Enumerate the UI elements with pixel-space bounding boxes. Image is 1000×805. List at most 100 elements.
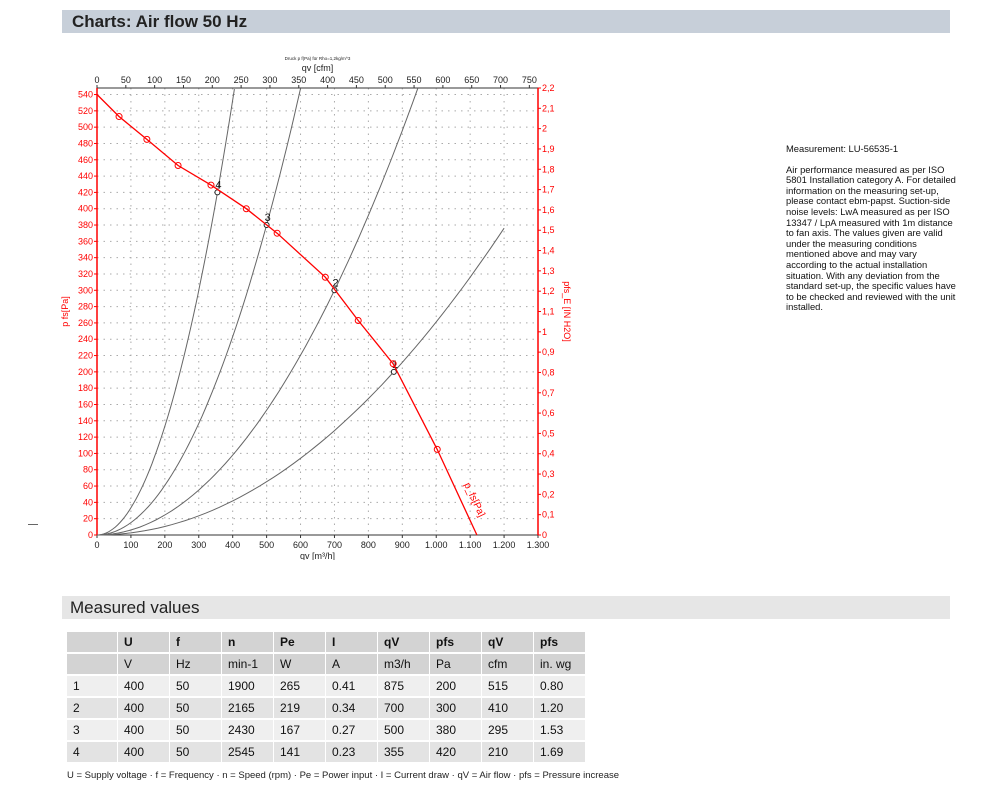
y2-tick-label: 2,2 bbox=[542, 83, 555, 93]
x-tick-label: 300 bbox=[191, 540, 206, 550]
fan-curve-marker bbox=[174, 161, 182, 169]
fan-curve-marker bbox=[354, 316, 362, 324]
section-header-measured: Measured values bbox=[62, 596, 950, 619]
table-cell: 50 bbox=[170, 720, 222, 742]
table-cell: 400 bbox=[118, 720, 170, 742]
section-header-charts: Charts: Air flow 50 Hz bbox=[62, 10, 950, 33]
y2-tick-label: 1,4 bbox=[542, 246, 555, 256]
y2-tick-label: 0 bbox=[542, 530, 547, 540]
header-cell: I bbox=[326, 632, 378, 654]
fan-curve-marker bbox=[433, 445, 441, 453]
table-cell: 420 bbox=[430, 742, 482, 764]
x2-tick-label: 350 bbox=[291, 75, 306, 85]
x-tick-label: 200 bbox=[157, 540, 172, 550]
table-cell: 295 bbox=[482, 720, 534, 742]
table-cell: 0.23 bbox=[326, 742, 378, 764]
y-tick-label: 160 bbox=[78, 399, 93, 409]
y-tick-label: 120 bbox=[78, 432, 93, 442]
table-row: 4 400 50 2545 141 0.23 355 420 210 1.69 bbox=[67, 742, 586, 764]
table-cell: 210 bbox=[482, 742, 534, 764]
x-tick-label: 400 bbox=[225, 540, 240, 550]
fan-curve-marker bbox=[273, 229, 281, 237]
y2-tick-label: 0,4 bbox=[542, 449, 555, 459]
y-tick-label: 480 bbox=[78, 138, 93, 148]
x-tick-label: 500 bbox=[259, 540, 274, 550]
y2-tick-label: 0,8 bbox=[542, 367, 555, 377]
header-cell: f bbox=[170, 632, 222, 654]
x-tick-label: 600 bbox=[293, 540, 308, 550]
y-tick-label: 400 bbox=[78, 204, 93, 214]
table-cell: 400 bbox=[118, 676, 170, 698]
y-tick-label: 460 bbox=[78, 155, 93, 165]
table-cell: 400 bbox=[118, 742, 170, 764]
table-legend: U = Supply voltage · f = Frequency · n =… bbox=[67, 770, 620, 781]
table-cell: 1.69 bbox=[534, 742, 586, 764]
fan-curve-marker bbox=[321, 273, 329, 281]
table-cell: 2430 bbox=[222, 720, 274, 742]
system-curve bbox=[96, 227, 505, 536]
fan-curve-marker bbox=[242, 205, 250, 213]
y-tick-label: 520 bbox=[78, 106, 93, 116]
fan-curve-label: p_fs[Pa] bbox=[461, 481, 487, 519]
y-tick-label: 60 bbox=[83, 481, 93, 491]
header-cell: W bbox=[274, 654, 326, 676]
header-cell: Pe bbox=[274, 632, 326, 654]
table-cell: 167 bbox=[274, 720, 326, 742]
operating-point bbox=[390, 368, 397, 375]
x2-tick-label: 200 bbox=[205, 75, 220, 85]
y2-tick-label: 0,2 bbox=[542, 489, 555, 499]
x2-tick-label: 150 bbox=[176, 75, 191, 85]
y-tick-label: 80 bbox=[83, 465, 93, 475]
y2-tick-label: 2,1 bbox=[542, 103, 555, 113]
x-tick-label: 1.100 bbox=[459, 540, 482, 550]
y-tick-label: 20 bbox=[83, 514, 93, 524]
measurement-notes: Measurement: LU-56535-1 Air performance … bbox=[786, 143, 956, 323]
header-cell: Pa bbox=[430, 654, 482, 676]
table-cell: 4 bbox=[67, 742, 118, 764]
fan-curve-marker bbox=[115, 113, 123, 121]
operating-point-label: 3 bbox=[265, 212, 271, 224]
table-cell: 380 bbox=[430, 720, 482, 742]
y2-tick-label: 1 bbox=[542, 327, 547, 337]
x-tick-label: 700 bbox=[327, 540, 342, 550]
table-cell: 300 bbox=[430, 698, 482, 720]
y2-tick-label: 1,9 bbox=[542, 144, 555, 154]
table-cell: 1.20 bbox=[534, 698, 586, 720]
table-cell: 1.53 bbox=[534, 720, 586, 742]
operating-point-label: 2 bbox=[332, 277, 338, 289]
y-tick-label: 540 bbox=[78, 90, 93, 100]
x-axis-label: qv [m³/h] bbox=[300, 551, 335, 560]
x-tick-label: 1.300 bbox=[527, 540, 550, 550]
table-cell: 50 bbox=[170, 676, 222, 698]
x2-tick-label: 450 bbox=[349, 75, 364, 85]
y2-tick-label: 0,6 bbox=[542, 408, 555, 418]
y-axis-label: p fs[Pa] bbox=[60, 296, 70, 327]
y2-axis-label: pfs_E [IN H2O] bbox=[562, 281, 572, 342]
y2-tick-label: 1,6 bbox=[542, 205, 555, 215]
fan-curve-marker bbox=[389, 360, 397, 368]
y2-tick-label: 0,9 bbox=[542, 347, 555, 357]
y-tick-label: 240 bbox=[78, 334, 93, 344]
table-cell: 400 bbox=[118, 698, 170, 720]
table-cell: 50 bbox=[170, 698, 222, 720]
x2-tick-label: 700 bbox=[493, 75, 508, 85]
x2-tick-label: 50 bbox=[121, 75, 131, 85]
header-cell: V bbox=[118, 654, 170, 676]
table-cell: 500 bbox=[378, 720, 430, 742]
table-row: 1 400 50 1900 265 0.41 875 200 515 0.80 bbox=[67, 676, 586, 698]
table-cell: 200 bbox=[430, 676, 482, 698]
header-cell: min-1 bbox=[222, 654, 274, 676]
table-cell: 219 bbox=[274, 698, 326, 720]
y-tick-label: 340 bbox=[78, 253, 93, 263]
header-cell: cfm bbox=[482, 654, 534, 676]
air-flow-chart: 0 100 200 300 400 500 600 700 800 900 1.000 1.100 1.… bbox=[60, 56, 572, 560]
y2-tick-label: 2 bbox=[542, 124, 547, 134]
operating-point-label: 4 bbox=[215, 179, 221, 191]
table-cell: 515 bbox=[482, 676, 534, 698]
table-cell: 50 bbox=[170, 742, 222, 764]
y-tick-label: 100 bbox=[78, 448, 93, 458]
y-tick-label: 200 bbox=[78, 367, 93, 377]
table-cell: 355 bbox=[378, 742, 430, 764]
